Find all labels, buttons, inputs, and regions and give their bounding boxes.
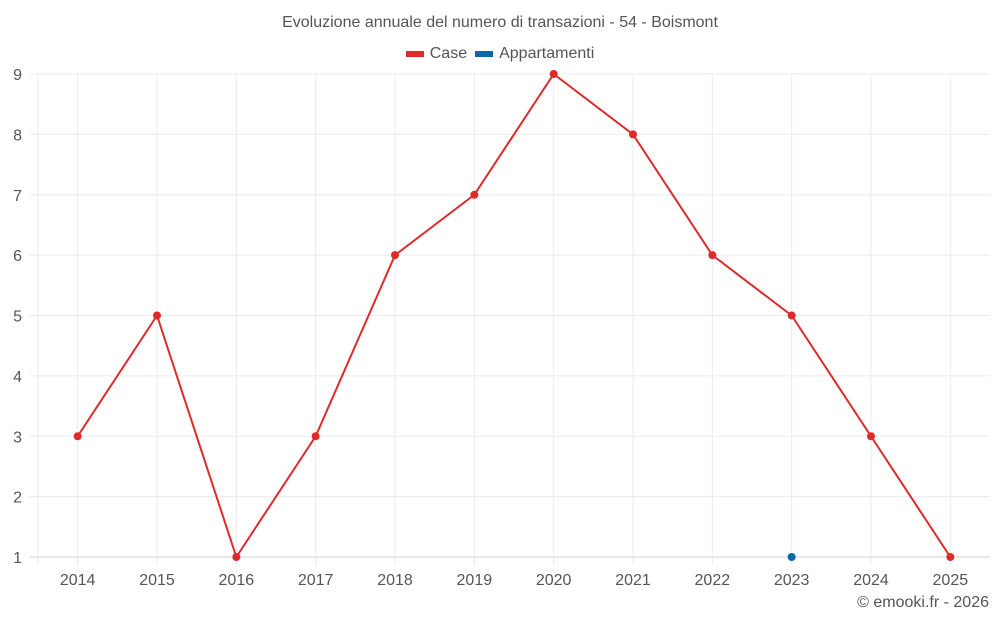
legend-item-case[interactable]: Case (405, 45, 468, 63)
y-tick-label: 1 (13, 550, 22, 567)
data-point[interactable] (470, 190, 479, 199)
x-tick-label: 2020 (536, 572, 572, 589)
x-tick-label: 2023 (774, 572, 810, 589)
x-tick-label: 2024 (853, 572, 889, 589)
y-tick-label: 6 (13, 248, 22, 265)
data-point[interactable] (787, 311, 796, 320)
data-point[interactable] (391, 251, 399, 260)
x-tick-label: 2021 (615, 572, 651, 589)
grid-lines (30, 73, 990, 565)
data-point[interactable] (549, 70, 558, 78)
y-tick-label: 8 (13, 127, 22, 144)
x-tick-label: 2015 (139, 572, 175, 589)
y-tick-label: 9 (13, 67, 22, 84)
series-layer (73, 70, 955, 561)
y-tick-label: 7 (13, 188, 22, 205)
data-point[interactable] (232, 553, 241, 561)
x-tick-label: 2016 (219, 572, 255, 589)
legend-item-appartamenti[interactable]: Appartamenti (475, 45, 594, 63)
credit-text: © emooki.fr - 2026 (857, 594, 989, 611)
legend-swatch-appartamenti (475, 51, 494, 57)
x-tick-label: 2019 (457, 572, 493, 589)
series-case (73, 70, 955, 561)
x-tick-label: 2018 (377, 572, 413, 589)
y-tick-label: 2 (13, 490, 22, 507)
series-line (76, 73, 952, 558)
x-tick-label: 2017 (298, 572, 334, 589)
series-appartamenti (787, 553, 796, 561)
legend-swatch-case (405, 51, 424, 57)
y-axis: 1 2 3 4 5 6 7 8 9 (13, 67, 22, 567)
data-point[interactable] (787, 553, 796, 561)
y-tick-label: 4 (13, 369, 22, 386)
legend-label-case: Case (429, 45, 468, 62)
y-tick-label: 3 (13, 429, 22, 446)
data-point[interactable] (153, 311, 161, 320)
x-tick-label: 2014 (60, 572, 96, 589)
x-tick-label: 2025 (933, 572, 969, 589)
chart-title: Evoluzione annuale del numero di transaz… (282, 14, 718, 31)
data-point[interactable] (946, 553, 955, 561)
data-point[interactable] (73, 432, 82, 441)
data-point[interactable] (311, 432, 320, 441)
chart-legend: Case Appartamenti (0, 45, 1000, 63)
data-point[interactable] (867, 432, 875, 441)
data-point[interactable] (708, 251, 717, 260)
y-tick-label: 5 (13, 309, 22, 326)
x-tick-label: 2022 (695, 572, 731, 589)
data-point[interactable] (629, 130, 637, 139)
legend-label-appartamenti: Appartamenti (499, 45, 595, 62)
x-axis: 2014 2015 2016 2017 2018 2019 2020 2021 2022 2023… (60, 572, 968, 589)
